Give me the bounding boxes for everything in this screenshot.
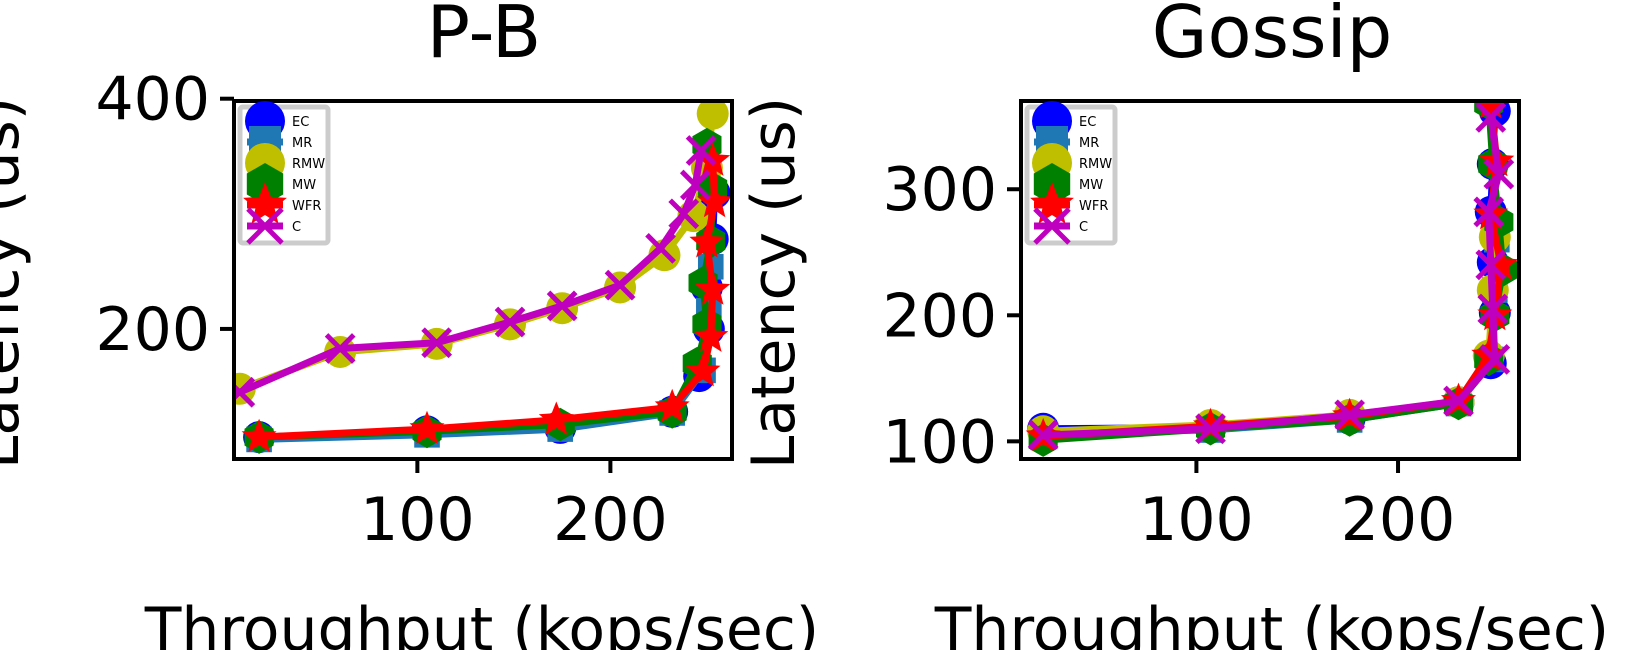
legend-label: MR [292,136,312,151]
data-point [1475,249,1507,281]
data-point [1475,102,1507,133]
data-point [1334,399,1366,431]
x-axis-label: Throughput (kops/sec) [144,595,819,650]
legend-label: MW [1079,178,1103,193]
y-axis-label: Latency (us) [739,97,809,469]
y-tick-label: 300 [882,155,997,225]
legend-marker [1033,207,1071,245]
series-mr [1030,226,1510,446]
y-axis-label: Latency (us) [0,97,33,469]
data-point [1479,344,1511,375]
series-c [234,135,717,408]
data-point [324,333,356,364]
series-line [236,147,705,396]
data-point [689,224,725,258]
data-point [685,353,721,387]
legend-label: C [292,220,301,235]
data-point [693,318,729,352]
series-line [1039,113,1503,439]
legend-marker [1030,182,1074,224]
y-tick-label: 100 [882,407,997,477]
chart-title: Gossip [1152,0,1393,74]
x-axis-label: Throughput (kops/sec) [934,595,1609,650]
data-point [421,327,453,359]
series-line [255,157,719,441]
legend-label: WFR [292,199,321,214]
plot-frame [232,99,734,461]
data-point [668,198,700,230]
x-tick-label: 200 [553,485,668,555]
data-point [1193,407,1228,442]
data-point [645,232,676,264]
series-rmw [1027,221,1511,448]
x-tick-label: 100 [360,485,475,555]
data-point [1483,158,1515,190]
legend-label: C [1079,220,1088,235]
legend-label: EC [292,115,309,130]
y-tick-label: 200 [882,281,997,351]
x-tick-label: 200 [1341,485,1456,555]
data-point [679,169,711,201]
chart-panel-pb: P-B Throughput (kops/sec) Latency (us) 1… [0,0,819,650]
x-tick-label: 100 [1139,485,1254,555]
legend-marker [243,182,287,224]
data-point [654,388,690,423]
data-point [1027,419,1059,451]
data-point [234,376,256,408]
plot-area [1025,101,1519,457]
data-point [538,401,574,435]
y-tick-label: 200 [95,295,210,365]
data-point [241,418,277,452]
legend-label: RMW [1079,157,1112,172]
legend: EC MR RMW MW WFR C [237,101,331,246]
legend-label: EC [1079,115,1096,130]
legend-label: MR [1079,136,1099,151]
legend: EC MR RMW MW WFR C [1024,101,1118,246]
data-point [1477,293,1509,325]
legend-label: MW [292,178,316,193]
data-point [409,410,445,444]
data-point [685,135,717,166]
data-point [604,269,636,301]
legend-label: WFR [1079,199,1108,214]
legend-label: RMW [292,157,325,172]
legend-marker [246,207,284,245]
plot-area [234,101,732,454]
y-tick-label: 400 [95,65,210,135]
data-point [494,306,526,338]
data-point [696,101,729,130]
data-point [1443,385,1474,417]
data-point [546,290,578,322]
data-point [695,271,731,305]
chart-title: P-B [427,0,542,74]
data-point [697,183,732,218]
chart-panel-gossip: Gossip Throughput (kops/sec) Latency (us… [739,0,1609,650]
plot-frame [1019,99,1521,461]
series-c [1027,102,1515,451]
data-point [1195,413,1226,445]
data-point [1473,196,1505,228]
